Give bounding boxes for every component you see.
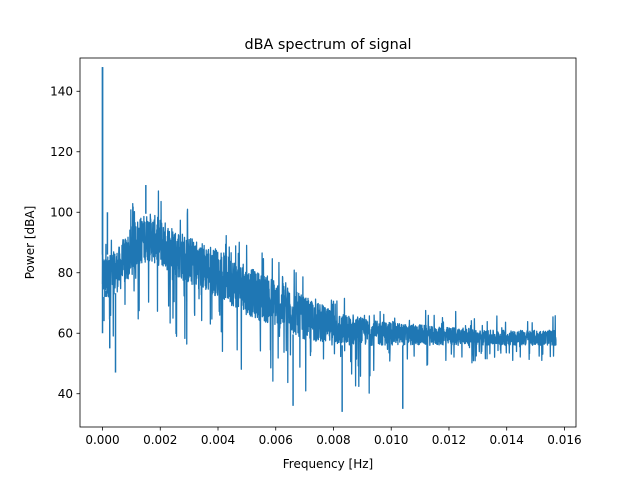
- x-tick-label: 0.000: [85, 433, 119, 447]
- x-tick-label: 0.016: [547, 433, 581, 447]
- spectrum-line: [101, 190, 557, 394]
- x-tick-label: 0.012: [432, 433, 466, 447]
- x-axis-label: Frequency [Hz]: [283, 457, 374, 471]
- chart-title: dBA spectrum of signal: [244, 37, 411, 53]
- y-tick-label: 40: [58, 387, 73, 401]
- x-tick-label: 0.004: [201, 433, 235, 447]
- x-tick-label: 0.006: [259, 433, 293, 447]
- x-tick-label: 0.014: [490, 433, 524, 447]
- y-tick-label: 60: [58, 327, 73, 341]
- y-axis-label: Power [dBA]: [23, 206, 37, 280]
- x-tick-label: 0.010: [374, 433, 408, 447]
- y-axis: 40 60 80 100 120 140: [50, 85, 80, 401]
- series-layer: [101, 67, 557, 412]
- y-tick-label: 140: [50, 85, 73, 99]
- x-tick-label: 0.008: [316, 433, 350, 447]
- x-axis: 0.000 0.002 0.004 0.006 0.008 0.010 0.012 0.014…: [85, 427, 582, 447]
- x-tick-label: 0.002: [143, 433, 177, 447]
- plot-area: [101, 67, 557, 412]
- y-tick-label: 120: [50, 145, 73, 159]
- axes-frame: [79, 57, 577, 428]
- y-tick-label: 100: [50, 206, 73, 220]
- y-tick-label: 80: [58, 266, 73, 280]
